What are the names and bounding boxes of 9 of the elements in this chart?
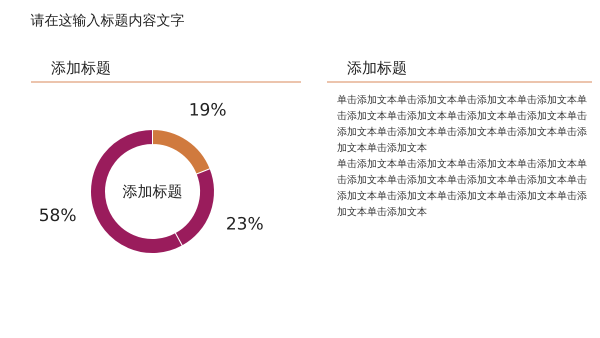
data-label: 23% xyxy=(226,214,264,235)
data-label: 19% xyxy=(188,100,226,120)
chart-subtitle: 添加标题 xyxy=(51,59,111,77)
text: 添加标题 xyxy=(122,182,182,200)
text: 单击添加文本单击添加文本单击添加文本单击添加文本单击添加文本单击添加文本单击添加文本单击添加文本单击添加文本单击添加文本单击添加文本单击添加文本单击添加文本单击添加文本 xyxy=(337,158,587,218)
chart-title: 请在这输入标题内容文字 xyxy=(30,13,184,29)
data-label: 58% xyxy=(38,206,76,226)
text: 添加标题 xyxy=(347,59,407,77)
text: 单击添加文本单击添加文本单击添加文本单击添加文本单击添加文本单击添加文本单击添加文本单击添加文本单击添加文本单击添加文本单击添加文本单击添加文本单击添加文本单击添加文本 xyxy=(337,94,587,154)
